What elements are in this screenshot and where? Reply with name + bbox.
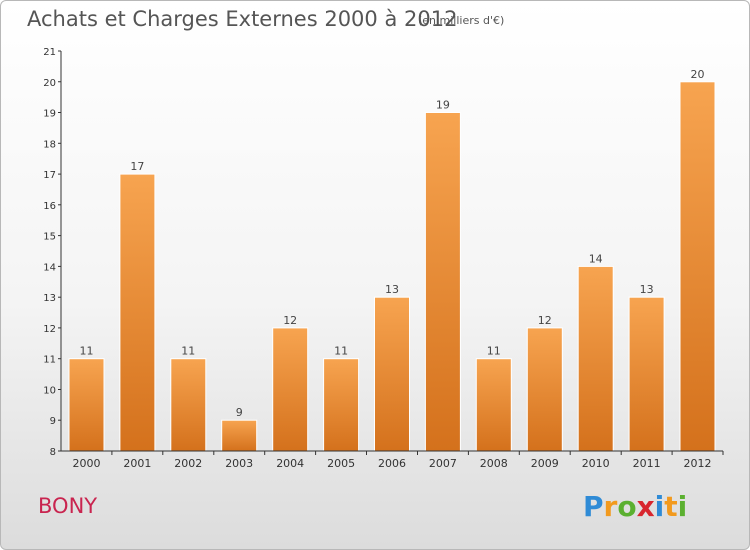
- x-tick-label-2011: 2011: [633, 457, 661, 470]
- data-label-2003: 9: [236, 406, 243, 419]
- logo-letter: P: [583, 490, 604, 523]
- data-label-2001: 17: [130, 160, 144, 173]
- bar-2006: [374, 296, 410, 452]
- data-label-2010: 14: [589, 252, 603, 265]
- x-tick-label-2010: 2010: [582, 457, 610, 470]
- y-tick-label-19: 19: [43, 109, 56, 120]
- x-tick-label-2012: 2012: [684, 457, 712, 470]
- y-tick-label-17: 17: [43, 170, 56, 181]
- bar-2008: [475, 358, 512, 452]
- data-label-2005: 11: [334, 345, 348, 358]
- bar-2012: [679, 81, 716, 452]
- bar-2009: [526, 327, 563, 452]
- y-tick-label-8: 8: [50, 447, 56, 458]
- town-name: BONY: [38, 494, 98, 518]
- x-tick-label-2008: 2008: [480, 457, 508, 470]
- data-label-2006: 13: [385, 283, 399, 296]
- bar-2010: [577, 265, 614, 452]
- x-tick-label-2003: 2003: [225, 457, 253, 470]
- bar-2001: [119, 173, 156, 452]
- x-tick-label-2000: 2000: [73, 457, 101, 470]
- logo-letter: r: [603, 490, 618, 523]
- x-tick-label-2007: 2007: [429, 457, 457, 470]
- x-tick-label-2009: 2009: [531, 457, 559, 470]
- logo-letter: x: [636, 490, 655, 523]
- y-tick-label-15: 15: [43, 232, 56, 243]
- bar-2000: [68, 358, 105, 452]
- y-tick-label-21: 21: [43, 47, 56, 58]
- data-label-2002: 11: [181, 345, 195, 358]
- bar-2007: [424, 112, 461, 452]
- y-tick-label-16: 16: [43, 201, 56, 212]
- data-label-2004: 12: [283, 314, 297, 327]
- bar-2004: [272, 327, 309, 452]
- proxiti-logo: Proxiti: [583, 490, 687, 523]
- y-tick-label-11: 11: [43, 355, 56, 366]
- y-tick-label-14: 14: [43, 262, 56, 273]
- bar-2005: [323, 358, 360, 452]
- logo-letter: i: [677, 490, 688, 523]
- logo-letter: i: [654, 490, 665, 523]
- data-label-2011: 13: [640, 283, 654, 296]
- data-label-2008: 11: [487, 345, 501, 358]
- x-tick-label-2004: 2004: [276, 457, 304, 470]
- x-tick-label-2002: 2002: [174, 457, 202, 470]
- x-tick-label-2001: 2001: [123, 457, 151, 470]
- data-label-2009: 12: [538, 314, 552, 327]
- bar-2011: [628, 296, 665, 452]
- y-tick-label-13: 13: [43, 293, 56, 304]
- data-label-2007: 19: [436, 99, 450, 112]
- y-tick-label-20: 20: [43, 78, 56, 89]
- data-label-2000: 11: [80, 345, 94, 358]
- y-tick-label-9: 9: [50, 416, 56, 427]
- x-tick-label-2006: 2006: [378, 457, 406, 470]
- logo-letter: t: [664, 490, 678, 523]
- data-label-2012: 20: [691, 68, 705, 81]
- chart-title: Achats et Charges Externes 2000 à 2012: [27, 7, 458, 31]
- bar-2003: [221, 419, 258, 452]
- y-tick-label-18: 18: [43, 139, 56, 150]
- x-tick-label-2005: 2005: [327, 457, 355, 470]
- y-tick-label-10: 10: [43, 386, 56, 397]
- y-tick-label-12: 12: [43, 324, 56, 335]
- unit-label: (en milliers d'€): [418, 14, 505, 27]
- logo-letter: o: [617, 490, 637, 523]
- bar-2002: [170, 358, 207, 452]
